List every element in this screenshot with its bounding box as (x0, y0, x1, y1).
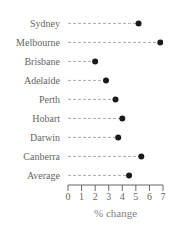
svg-text:Canberra: Canberra (23, 151, 60, 162)
svg-text:Brisbane: Brisbane (24, 56, 60, 67)
svg-text:1: 1 (79, 191, 84, 202)
svg-text:2: 2 (93, 191, 98, 202)
svg-text:Melbourne: Melbourne (16, 37, 60, 48)
svg-text:% change: % change (94, 207, 137, 219)
svg-text:0: 0 (66, 191, 71, 202)
svg-text:Perth: Perth (39, 94, 60, 105)
svg-text:Average: Average (27, 170, 61, 181)
svg-text:Darwin: Darwin (30, 132, 60, 143)
svg-text:4: 4 (120, 191, 125, 202)
svg-text:Adelaide: Adelaide (24, 75, 61, 86)
svg-text:5: 5 (133, 191, 138, 202)
svg-text:3: 3 (106, 191, 111, 202)
svg-text:Sydney: Sydney (30, 18, 60, 29)
svg-text:6: 6 (147, 191, 152, 202)
svg-text:Hobart: Hobart (32, 113, 60, 124)
svg-text:7: 7 (161, 191, 166, 202)
